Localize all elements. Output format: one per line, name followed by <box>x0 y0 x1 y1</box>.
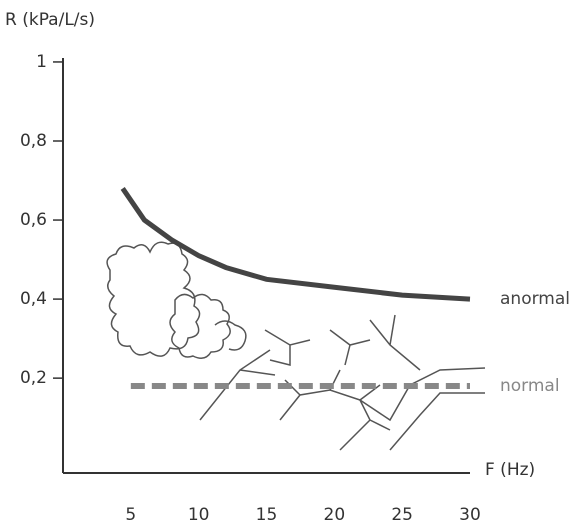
series-label: normal <box>500 376 560 396</box>
y-tick-label: 0,4 <box>20 289 47 309</box>
x-axis-label: F (Hz) <box>485 460 535 480</box>
x-tick-label: 20 <box>324 505 346 525</box>
airway-illustration <box>106 241 486 451</box>
x-tick-label: 15 <box>256 505 278 525</box>
series-line <box>120 187 471 302</box>
y-axis-label: R (kPa/L/s) <box>5 10 95 30</box>
x-tick-label: 25 <box>391 505 413 525</box>
x-tick-label: 5 <box>125 505 136 525</box>
x-tick-label: 30 <box>459 505 481 525</box>
y-tick-label: 0,6 <box>20 210 47 230</box>
y-tick-label: 0,2 <box>20 368 47 388</box>
x-tick-label: 10 <box>188 505 210 525</box>
series-label: anormal <box>500 289 570 309</box>
y-tick-label: 0,8 <box>20 131 47 151</box>
y-tick-label: 1 <box>36 52 47 72</box>
